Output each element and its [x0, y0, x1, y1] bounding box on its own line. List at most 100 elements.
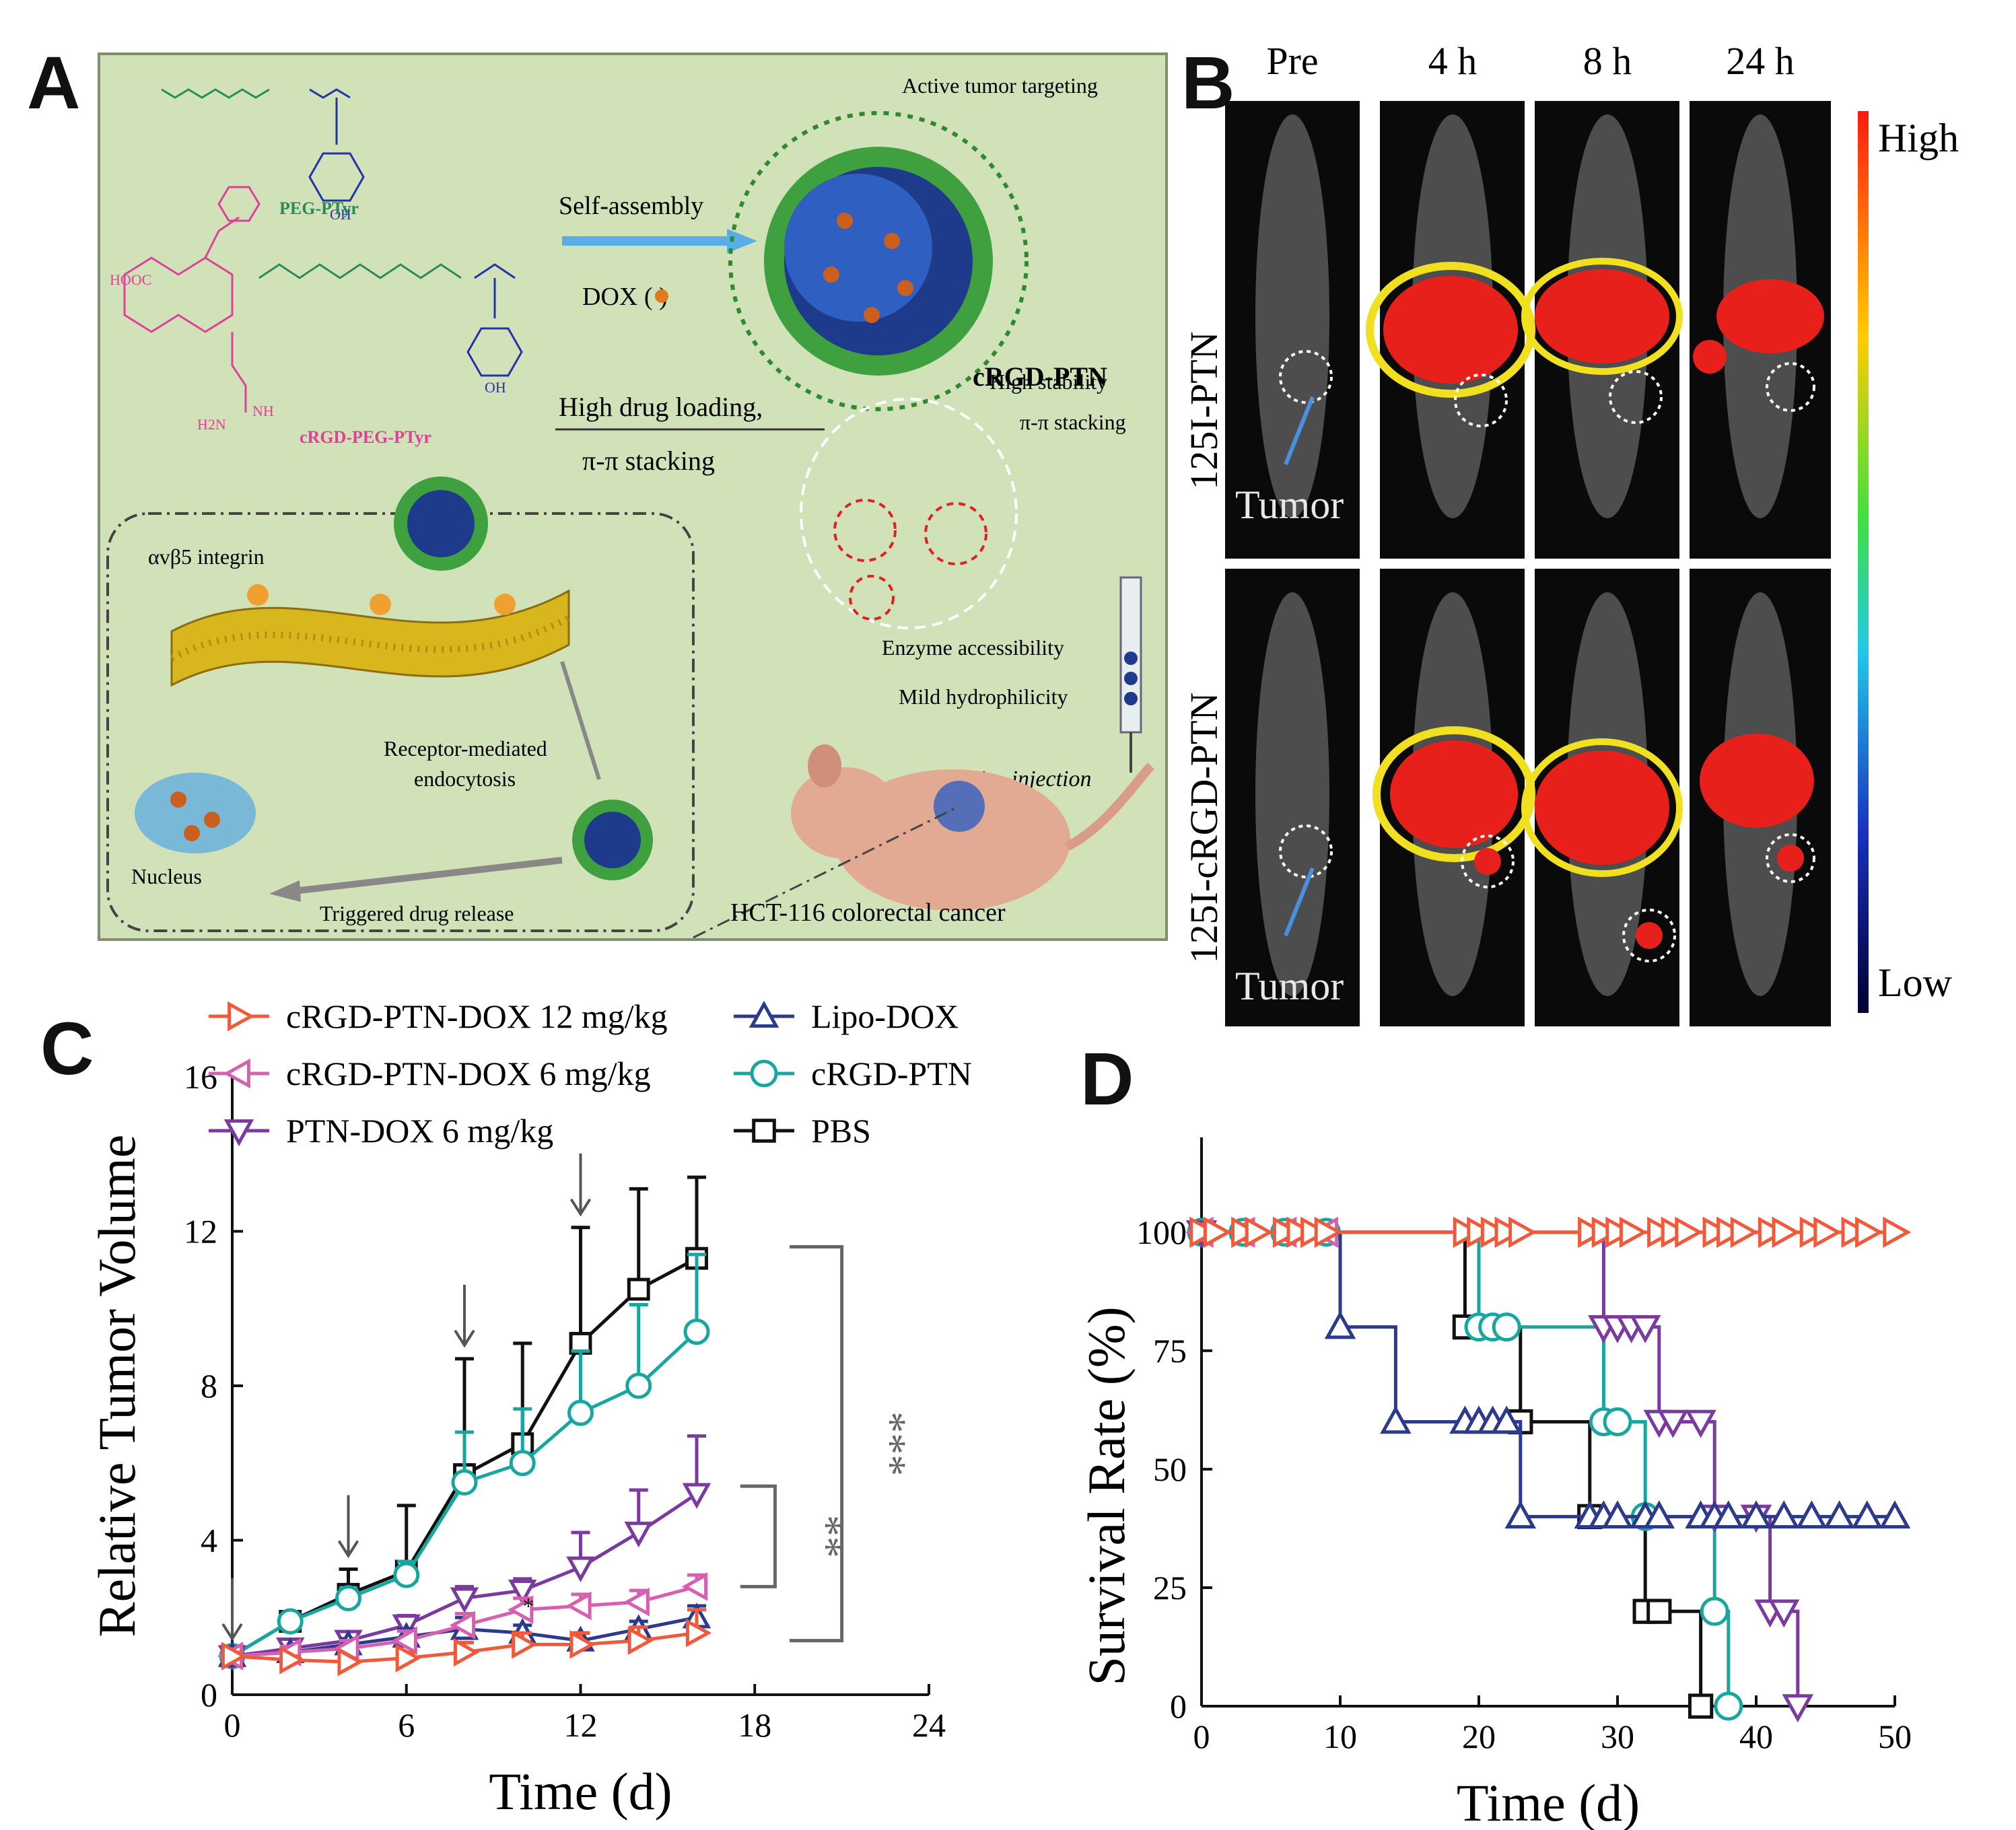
c-legend-marker [750, 1059, 778, 1088]
d-data-marker [1657, 1409, 1689, 1438]
nucleus-icon [135, 773, 256, 853]
d-data-marker [1883, 1216, 1912, 1248]
crgd-ptn-label: cRGD-PTN [973, 361, 1107, 392]
c-x-tick-label: 0 [224, 1706, 241, 1744]
d-data-marker [1823, 1500, 1855, 1529]
peg-ptyr-label: PEG-PTyr [279, 199, 359, 218]
peg-ptyr-structure [161, 88, 365, 202]
d-data-marker [1453, 1216, 1482, 1248]
c-data-marker [450, 1587, 479, 1613]
d-x-tick-label: 50 [1878, 1718, 1912, 1755]
d-data-marker [1730, 1216, 1759, 1248]
c-y-tick-label: 8 [201, 1367, 217, 1405]
d-y-tick-label: 0 [1170, 1687, 1187, 1725]
micelle-small-icon [394, 477, 488, 571]
d-series-line [1202, 1230, 1703, 1706]
self-assembly-label: Self-assembly [559, 192, 703, 220]
scale-low-label: Low [1878, 960, 1953, 1005]
d-x-tick-label: 40 [1739, 1718, 1773, 1755]
d-data-marker [1782, 1694, 1814, 1723]
c-data-marker [569, 1630, 596, 1659]
d-x-tick-label: 30 [1601, 1718, 1634, 1755]
c-legend-label: cRGD-PTN-DOX 12 mg/kg [286, 997, 668, 1035]
c-data-marker [512, 1630, 538, 1659]
row-label-crgd-ptn: 125I-cRGD-PTN [1182, 693, 1226, 964]
d-data-marker [1879, 1500, 1911, 1529]
c-legend-label: cRGD-PTN-DOX 6 mg/kg [286, 1055, 651, 1092]
panel-letter-d: D [1080, 1038, 1134, 1121]
d-data-marker [1490, 1405, 1523, 1434]
d-data-marker [1758, 1216, 1786, 1248]
dox-label: DOX ( ) [582, 283, 668, 311]
c-x-tick-label: 18 [738, 1706, 771, 1744]
integrin-icon-3 [494, 594, 516, 615]
d-data-marker [1740, 1500, 1772, 1529]
c-data-marker [337, 1647, 363, 1677]
d-data-marker [1300, 1216, 1329, 1248]
stacking-ring-3 [849, 575, 895, 621]
timepoint-8h: 8 h [1583, 39, 1632, 83]
c-dose-arrowhead [454, 1329, 475, 1348]
d-data-marker [1314, 1216, 1343, 1248]
d-data-marker [1841, 1216, 1870, 1248]
image-row-ptn [1225, 101, 1831, 559]
c-data-marker [624, 1521, 653, 1548]
d-data-marker [1768, 1500, 1800, 1529]
crgd-peg-ptyr-label: cRGD-PEG-PTyr [300, 427, 431, 447]
d-data-marker [1380, 1405, 1412, 1434]
c-data-marker [566, 1556, 595, 1582]
c-data-marker [453, 1638, 480, 1667]
membrane-lipids [170, 614, 571, 662]
c-dose-arrowhead [221, 1623, 243, 1642]
d-data-marker [1603, 1407, 1632, 1436]
syringe-icon [1119, 576, 1142, 773]
enzyme-accessibility-label: Enzyme accessibility [882, 635, 1064, 660]
d-data-marker [1716, 1216, 1745, 1248]
triggered-release-label: Triggered drug release [320, 901, 514, 925]
integrin-icon-1 [247, 584, 269, 606]
c-x-tick-label: 12 [564, 1706, 598, 1744]
mild-hydrophilicity-label: Mild hydrophilicity [899, 684, 1068, 709]
panel-letter-a: A [27, 42, 81, 125]
d-data-marker [1685, 1409, 1716, 1438]
endocytosis-label: endocytosis [414, 767, 516, 791]
d-data-marker [1578, 1216, 1606, 1248]
chem-oh-2: OH [485, 379, 506, 396]
c-y-tick-label: 0 [201, 1676, 217, 1714]
c-dose-arrowhead [337, 1540, 359, 1559]
panel-d-chart: 0 10 20 30 40 50 0 25 50 75 100 Time (d) Survival … [1077, 1137, 1912, 1830]
d-x-tick-label: 10 [1323, 1718, 1357, 1755]
panel-d-plot-area: 0 10 20 30 40 50 0 25 50 75 100 [1136, 1137, 1912, 1755]
d-data-marker [1286, 1216, 1315, 1248]
color-scale-bar [1858, 111, 1869, 1013]
c-y-tick-label: 12 [184, 1213, 217, 1251]
chem-h2n: H2N [197, 416, 226, 433]
c-data-marker [565, 1591, 592, 1621]
pi-stacking-right-label: π-π stacking [1020, 410, 1126, 434]
row-label-ptn: 125I-PTN [1182, 331, 1226, 489]
d-data-marker [1688, 1693, 1714, 1719]
c-legend-label: cRGD-PTN [811, 1055, 972, 1092]
c-legend-label: PBS [811, 1112, 871, 1150]
tumor-label-1: Tumor [1235, 483, 1344, 527]
release-arrowhead [269, 880, 301, 902]
c-significance-1star: * [522, 1594, 534, 1619]
c-data-marker [451, 1469, 478, 1495]
tumor-label-2: Tumor [1235, 964, 1344, 1008]
c-legend-label: PTN-DOX 6 mg/kg [286, 1112, 553, 1150]
dox-icon [655, 289, 668, 303]
timepoint-24h: 24 h [1726, 39, 1795, 83]
micelle-internal-icon [572, 800, 653, 880]
c-legend-marker [749, 1000, 779, 1028]
stacking-ring-1 [833, 499, 897, 562]
d-data-marker [1855, 1216, 1883, 1248]
peg-ptyr-oh: OH [330, 206, 351, 223]
c-legend-marker [228, 1001, 255, 1032]
self-assembly-arrowhead [727, 229, 757, 253]
d-y-tick-label: 50 [1153, 1450, 1187, 1488]
panel-b-imaging: Pre 4 h 8 h 24 h Tumor [1182, 39, 1959, 1026]
d-data-marker [1768, 1599, 1800, 1628]
c-bracket-inner [740, 1484, 777, 1588]
d-data-marker [1643, 1500, 1675, 1529]
